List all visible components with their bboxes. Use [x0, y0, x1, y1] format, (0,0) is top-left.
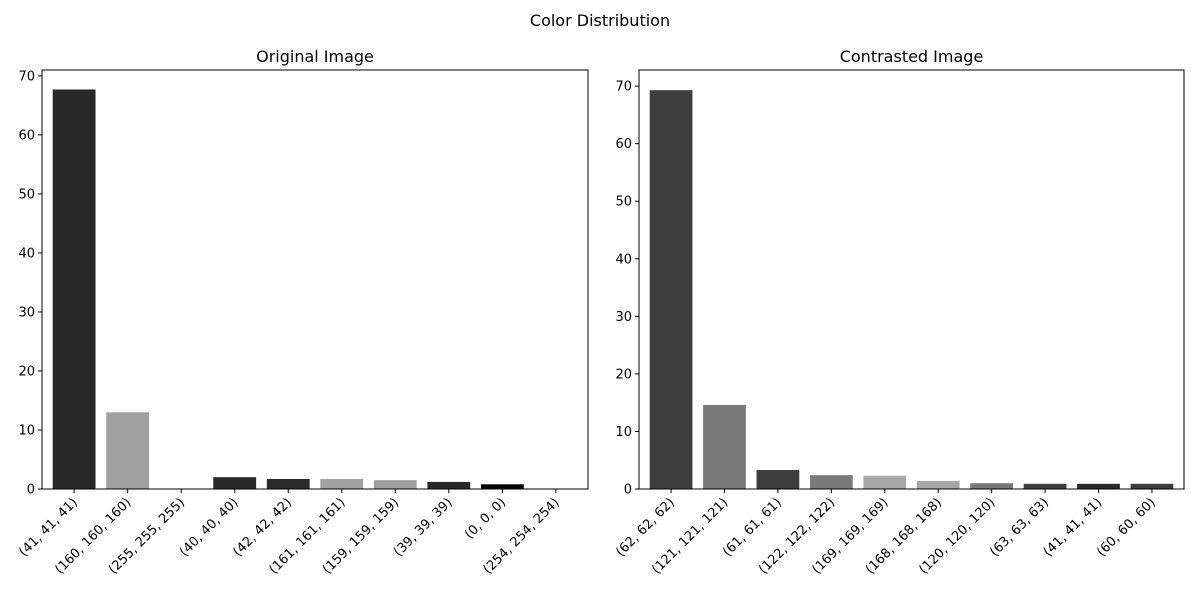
- original-image-y-tick-label-8: 70: [18, 69, 35, 84]
- contrasted-image-y-tick-label-1: 0: [624, 483, 632, 498]
- figure-suptitle: Color Distribution: [530, 11, 670, 30]
- original-image-y-tick-label-7: 60: [18, 128, 35, 143]
- contrasted-image-bar-4: [809, 475, 853, 489]
- original-image-x-tick-label-9: (0, 0, 0): [462, 495, 509, 542]
- contrasted-image-bar-5: [863, 475, 907, 489]
- original-image-y-tick-label-4: 30: [18, 305, 35, 320]
- original-image-bar-6: [320, 478, 364, 489]
- original-image-axes-frame: [41, 69, 589, 490]
- contrasted-image-y-tick-label-4: 30: [615, 310, 632, 325]
- contrasted-image-bar-1: [649, 90, 693, 490]
- original-image-y-tick-label-1: 0: [27, 483, 35, 498]
- original-image-y-tick-label-6: 50: [18, 187, 35, 202]
- contrasted-image-bar-2: [703, 404, 746, 489]
- original-image-y-tick-label-3: 20: [18, 364, 35, 379]
- original-image-bar-2: [106, 412, 150, 489]
- original-image-bar-4: [213, 477, 257, 489]
- original-image-bar-1: [52, 89, 96, 490]
- original-image-y-tick-label-5: 40: [18, 246, 35, 261]
- contrasted-image-bar-8: [1023, 483, 1067, 489]
- original-image-chart-title: Original Image: [256, 47, 374, 66]
- contrasted-image-y-tick-label-8: 70: [615, 80, 632, 95]
- contrasted-image-y-tick-label-2: 10: [615, 425, 632, 440]
- contrasted-image-y-tick-label-6: 50: [615, 195, 632, 210]
- contrasted-image-y-tick-label-3: 20: [615, 367, 632, 382]
- contrasted-image-bar-3: [756, 470, 800, 489]
- original-image-y-tick-label-2: 10: [18, 423, 35, 438]
- original-image-bar-9: [480, 484, 524, 489]
- contrasted-image-y-tick-label-5: 40: [615, 252, 632, 267]
- original-image-bar-5: [266, 478, 310, 489]
- contrasted-image-bar-9: [1077, 483, 1120, 489]
- contrasted-image-bar-10: [1130, 483, 1174, 489]
- contrasted-image-chart-title: Contrasted Image: [840, 47, 984, 66]
- original-image-bar-7: [373, 480, 417, 489]
- contrasted-image-bar-7: [970, 483, 1014, 489]
- contrasted-image-axes-frame: [638, 69, 1185, 490]
- original-image-bar-8: [427, 481, 471, 489]
- contrasted-image-bar-6: [916, 480, 960, 489]
- contrasted-image-y-tick-label-7: 60: [615, 137, 632, 152]
